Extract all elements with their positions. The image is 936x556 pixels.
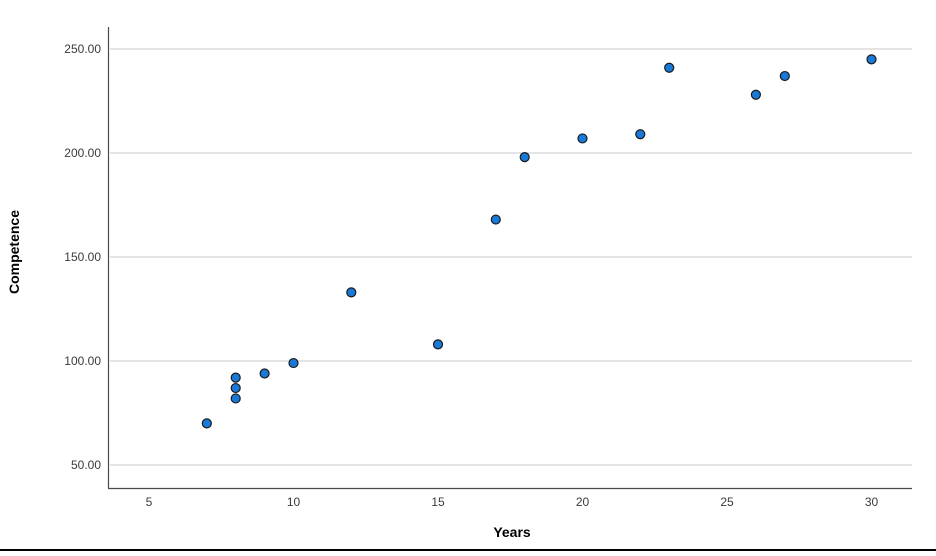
gridlines-group <box>110 48 912 466</box>
y-tick-label: 250.00 <box>64 42 101 56</box>
data-point <box>230 382 241 394</box>
data-point <box>577 133 588 144</box>
x-tick-label: 30 <box>865 495 879 509</box>
y-tick-label: 150.00 <box>64 250 101 264</box>
y-tick-label: 200.00 <box>64 146 101 160</box>
data-point <box>259 368 270 379</box>
data-point <box>490 214 501 225</box>
y-tick-label: 100.00 <box>64 354 101 368</box>
data-point <box>635 129 646 140</box>
data-point <box>519 152 530 163</box>
data-point <box>750 89 762 100</box>
y-tick-labels-group: 50.00 100.00 150.00 200.00 250.00 <box>64 42 101 472</box>
x-tick-labels-group: 5 10 15 20 25 30 <box>146 495 879 509</box>
data-point <box>201 418 212 429</box>
y-axis-title: Competence <box>6 210 22 294</box>
data-point <box>432 339 444 350</box>
x-tick-label: 5 <box>146 495 153 509</box>
data-point <box>346 287 357 298</box>
data-point <box>230 393 241 404</box>
data-point <box>664 62 675 73</box>
data-point <box>866 54 877 65</box>
x-axis-title: Years <box>493 524 531 540</box>
x-tick-label: 10 <box>287 495 301 509</box>
x-tick-label: 25 <box>720 495 734 509</box>
data-point <box>288 357 299 369</box>
y-tick-label: 50.00 <box>71 458 101 472</box>
bottom-divider <box>0 549 936 551</box>
x-tick-label: 20 <box>576 495 590 509</box>
data-point <box>779 70 790 82</box>
data-point <box>230 372 241 383</box>
x-tick-label: 15 <box>431 495 445 509</box>
data-points-group <box>201 54 877 429</box>
